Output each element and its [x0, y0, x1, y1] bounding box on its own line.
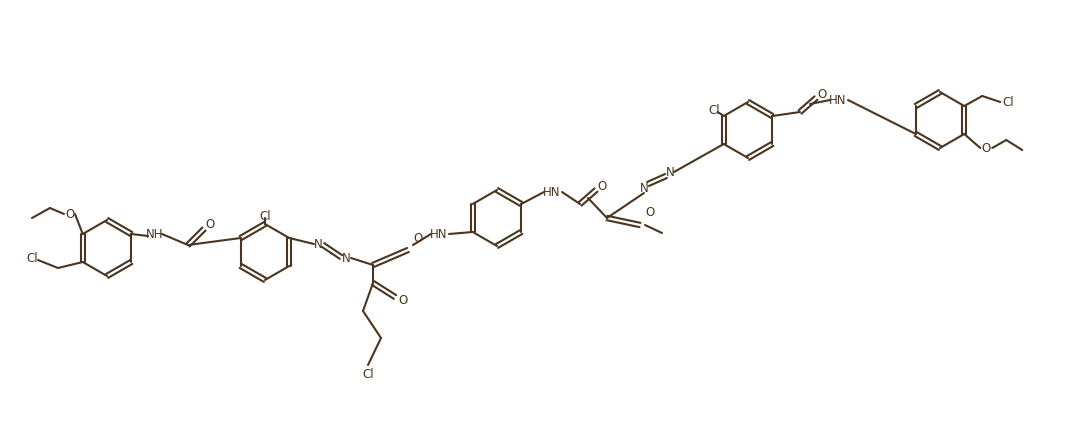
Text: Cl: Cl: [363, 368, 373, 382]
Text: N: N: [640, 181, 648, 195]
Text: O: O: [205, 219, 215, 231]
Text: O: O: [398, 294, 408, 308]
Text: HN: HN: [543, 185, 561, 199]
Text: N: N: [314, 238, 323, 250]
Text: Cl: Cl: [259, 210, 271, 222]
Text: Cl: Cl: [1002, 95, 1014, 109]
Text: O: O: [982, 141, 991, 155]
Text: HN: HN: [431, 227, 448, 241]
Text: O: O: [818, 87, 827, 101]
Text: NH: NH: [147, 227, 164, 241]
Text: Cl: Cl: [708, 104, 720, 116]
Text: N: N: [666, 165, 674, 178]
Text: Cl: Cl: [26, 251, 38, 265]
Text: N: N: [342, 251, 351, 265]
Text: O: O: [598, 179, 606, 193]
Text: O: O: [645, 207, 655, 219]
Text: O: O: [66, 207, 74, 221]
Text: HN: HN: [830, 93, 847, 106]
Text: O: O: [413, 231, 423, 245]
